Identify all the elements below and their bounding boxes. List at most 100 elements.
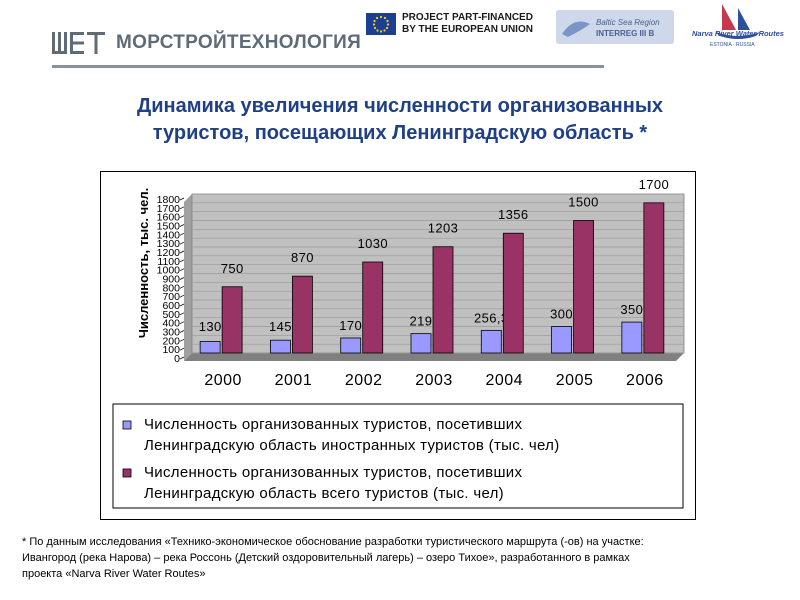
y-tick-label: 200 [162, 335, 180, 347]
bar-total [362, 261, 384, 354]
bar-total [292, 275, 313, 354]
eu-financing-logo: PROJECT PART-FINANCED BY THE EUROPEAN UN… [366, 12, 533, 36]
y-tick [179, 321, 185, 324]
y-tick-label: 600 [162, 300, 180, 312]
footnote: * По данным исследования «Технико-эконом… [22, 534, 782, 582]
data-label-total: 1500 [568, 195, 599, 210]
data-label-total: 1203 [428, 221, 459, 236]
data-label-total: 1700 [639, 177, 670, 192]
eu-text-line2: BY THE EUROPEAN UNION [402, 24, 533, 35]
legend-foreign-line2: Ленинградскую область иностранных турист… [144, 437, 560, 454]
y-tick [179, 330, 185, 333]
bar-total [573, 220, 594, 354]
data-label-total: 870 [291, 250, 314, 265]
y-tick-label: 1200 [157, 247, 181, 259]
y-tick [179, 259, 185, 263]
tourists-bar-chart: 0100200300400500600700800900100011001200… [100, 171, 696, 520]
bar-foreign [199, 341, 221, 354]
title-line1: Динамика увеличения численности организо… [136, 95, 664, 117]
x-tick-label: 2001 [275, 372, 313, 389]
data-label-total: 1356 [498, 207, 529, 222]
x-tick-label: 2006 [626, 372, 664, 389]
interreg-logo: Baltic Sea Region INTERREG III B [556, 10, 674, 44]
y-tick [179, 241, 185, 245]
eu-text-line1: PROJECT PART-FINANCED [402, 12, 533, 23]
page-title: Динамика увеличения численности организо… [0, 93, 800, 147]
data-label-total: 750 [221, 261, 244, 276]
narva-label: Narva River Water Routes [692, 29, 784, 38]
x-tick-label: 2005 [556, 372, 594, 389]
data-label-foreign: 130 [199, 319, 222, 334]
header-divider [52, 65, 604, 68]
y-tick-label: 1500 [157, 221, 181, 233]
y-tick [179, 356, 185, 360]
x-tick-label: 2002 [345, 372, 383, 389]
legend-total-line2: Ленинградскую область всего туристов (ты… [144, 485, 504, 502]
data-label-foreign: 170 [339, 318, 362, 333]
y-tick-label: 300 [162, 327, 180, 339]
company-name: МОРСТРОЙТЕХНОЛОГИЯ [116, 32, 362, 53]
x-tick-label: 2004 [485, 372, 523, 389]
title-line2: туристов, посещающих Ленинградскую облас… [152, 122, 648, 144]
data-label-total: 1030 [357, 236, 388, 251]
interreg-text-line1: Baltic Sea Region [596, 18, 660, 27]
x-tick-label: 2000 [204, 372, 242, 389]
narva-sub: ESTONIA · RUSSIA [710, 42, 755, 48]
eu-flag-icon [366, 13, 396, 35]
y-tick [179, 224, 185, 227]
data-label-foreign: 350 [620, 302, 643, 317]
bar-foreign [551, 326, 572, 354]
y-tick-label: 100 [162, 344, 180, 356]
bar-foreign [340, 337, 362, 354]
y-tick [179, 277, 185, 280]
y-tick-label: 900 [162, 274, 180, 286]
y-tick-label: 1300 [157, 238, 181, 250]
bar-foreign [480, 329, 502, 354]
plot-floor [184, 353, 684, 361]
company-logo: МОРСТРОЙТЕХНОЛОГИЯ [52, 30, 361, 56]
y-tick-label: 400 [162, 318, 180, 330]
footnote-line1: * По данным исследования «Технико-эконом… [22, 536, 644, 548]
y-tick [179, 294, 185, 298]
legend-swatch-foreign [122, 420, 132, 430]
y-tick-label: 800 [162, 282, 180, 294]
footnote-line3: проекта «Narva River Water Routes» [22, 568, 206, 580]
data-label-foreign: 300 [550, 307, 573, 322]
y-tick-label: 1100 [157, 256, 180, 268]
y-tick [179, 215, 185, 218]
data-label-foreign: 219 [410, 314, 433, 329]
legend-swatch-total [122, 468, 132, 478]
y-tick [179, 347, 185, 351]
bar-total [643, 202, 665, 354]
company-logo-icon [52, 32, 105, 54]
y-tick-label: 1800 [157, 194, 181, 206]
footnote-line2: Ивангород (река Нарова) – река Россонь (… [22, 552, 630, 564]
y-tick-label: 700 [162, 291, 180, 303]
y-tick [179, 312, 185, 316]
sail-icon [722, 4, 736, 30]
y-tick [179, 303, 185, 307]
y-tick-label: 1000 [157, 265, 181, 277]
legend-foreign-line1: Численность организованных туристов, пос… [144, 416, 522, 433]
bar-foreign [621, 321, 643, 354]
data-label-foreign: 256,3 [474, 310, 509, 325]
y-tick [179, 268, 185, 271]
data-label-foreign: 145 [269, 319, 292, 334]
bar-total [432, 246, 454, 354]
y-tick-label: 0 [174, 353, 180, 365]
y-tick [179, 206, 185, 210]
plot-side-wall [184, 194, 192, 361]
x-tick-label: 2003 [415, 372, 453, 389]
legend-box [112, 403, 684, 509]
legend-total-line1: Численность организованных туристов, пос… [144, 464, 522, 481]
y-tick [179, 339, 185, 342]
y-tick-label: 500 [162, 309, 180, 321]
y-tick [179, 197, 185, 201]
y-tick-label: 1600 [157, 212, 181, 224]
bar-foreign [270, 339, 291, 354]
y-tick [179, 233, 185, 236]
bar-total [221, 286, 243, 354]
y-tick [179, 286, 185, 289]
y-tick [179, 250, 185, 254]
y-axis-label: Численность, тыс. чел. [136, 188, 151, 339]
